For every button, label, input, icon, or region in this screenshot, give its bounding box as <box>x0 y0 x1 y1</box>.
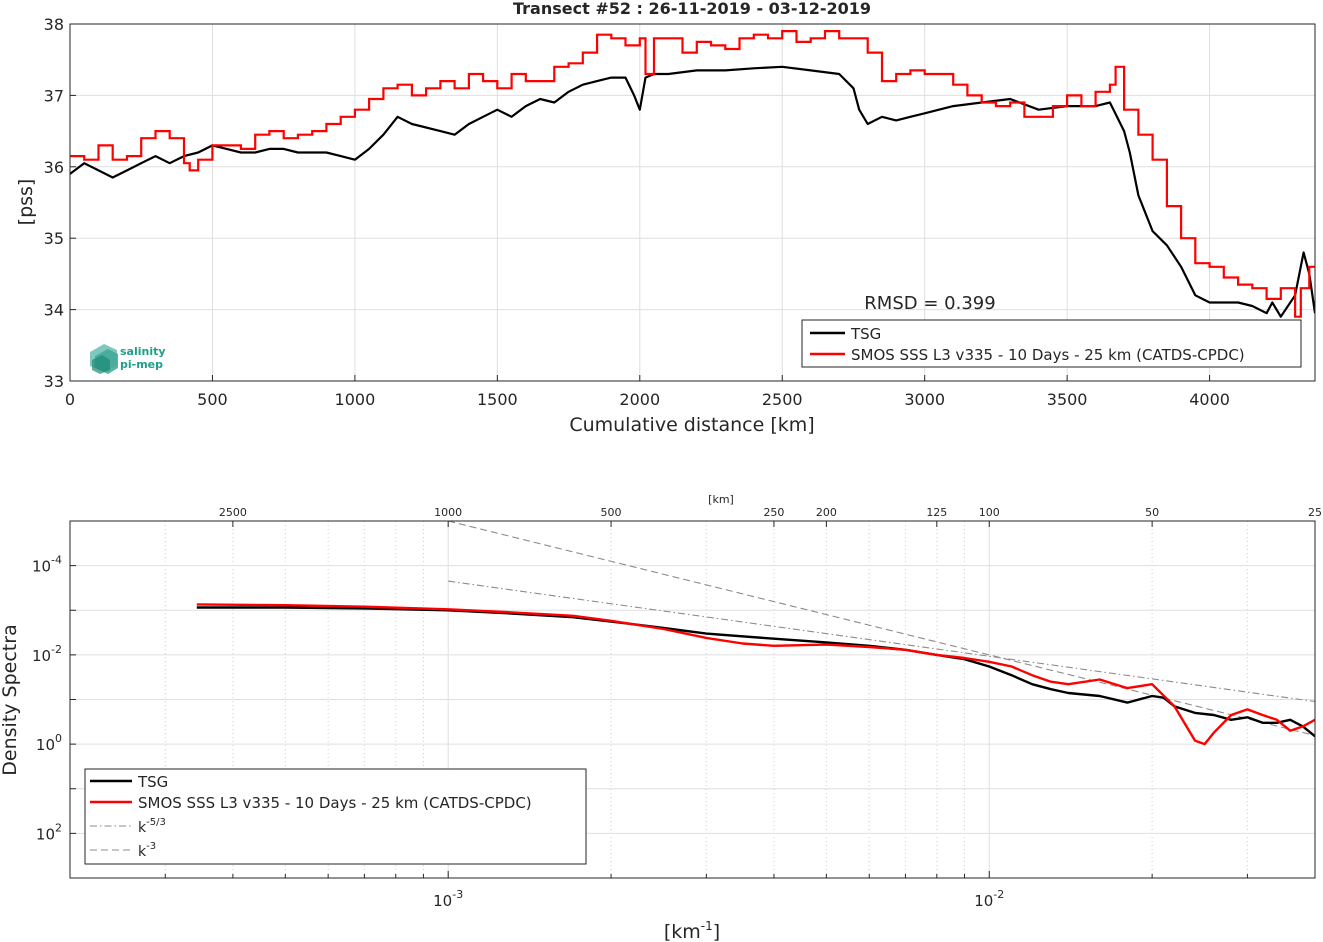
top-chart-title: Transect #52 : 26-11-2019 - 03-12-2019 <box>513 0 871 18</box>
bottom-ytick-label: 100 <box>36 732 62 754</box>
top-chart: Transect #52 : 26-11-2019 - 03-12-2019 0… <box>15 0 1316 436</box>
series-line-tsg-spectrum <box>196 606 1315 738</box>
bottom-chart: 102 100 10-2 10-4 10-3 10-2 2500 1000 500 250 200 1… <box>0 493 1322 942</box>
top-ytick-label: 33 <box>44 372 64 391</box>
bottom-ytick-label: 102 <box>36 821 62 843</box>
top-ytick-label: 34 <box>44 301 64 320</box>
top-xtick-label: 0 <box>65 390 75 409</box>
bottom-legend-label-smos: SMOS SSS L3 v335 - 10 Days - 25 km (CATD… <box>138 794 532 812</box>
top-series-group <box>70 30 1315 318</box>
top-km-tick-label: 100 <box>979 506 1000 519</box>
top-km-tick-label: 25 <box>1308 506 1322 519</box>
top-km-tick-label: 1000 <box>434 506 462 519</box>
top-xtick-label: 1000 <box>335 390 376 409</box>
logo-mark-icon <box>90 344 118 374</box>
series-line-k3 <box>448 521 1315 737</box>
top-xtick-label: 4000 <box>1189 390 1230 409</box>
top-xtick-label: 3500 <box>1047 390 1088 409</box>
top-axes-box <box>69 23 1316 382</box>
logo-text-pimep: pi-mep <box>120 358 163 371</box>
top-xtick-label: 3000 <box>904 390 945 409</box>
series-line-k53 <box>448 580 1315 703</box>
top-ytick-label: 35 <box>44 229 64 248</box>
bottom-series-group <box>196 521 1315 746</box>
top-xtick-label: 500 <box>197 390 228 409</box>
rmsd-annotation: RMSD = 0.399 <box>864 293 995 314</box>
bottom-legend-label-tsg: TSG <box>137 773 168 791</box>
bottom-xlabel: [km-1] <box>664 919 720 942</box>
bottom-legend: TSG SMOS SSS L3 v335 - 10 Days - 25 km (… <box>84 768 587 865</box>
top-xtick-label: 2500 <box>762 390 803 409</box>
top-ytick-label: 36 <box>44 158 64 177</box>
series-line-smos-spectrum <box>196 603 1315 746</box>
series-line-tsg <box>70 65 1315 318</box>
top-ticks: 0 500 1000 1500 2000 2500 3000 3500 4000 33 34 35 36… <box>44 15 1230 409</box>
top-km-tick-label: 200 <box>816 506 837 519</box>
bottom-legend-label-k3: k-3 <box>138 841 156 860</box>
top-km-tick-label: 50 <box>1145 506 1159 519</box>
top-ylabel: [pss] <box>15 179 37 226</box>
top-km-tick-label: 125 <box>926 506 947 519</box>
top-xlabel: Cumulative distance [km] <box>569 414 814 436</box>
top-ytick-label: 38 <box>44 15 64 34</box>
series-line-smos <box>70 30 1315 318</box>
bottom-ytick-label: 10-4 <box>32 554 62 576</box>
top-legend-box <box>801 319 1302 368</box>
top-legend-label-tsg: TSG <box>850 325 881 343</box>
top-legend-label-smos: SMOS SSS L3 v335 - 10 Days - 25 km (CATD… <box>851 346 1245 364</box>
top-km-tick-label: 500 <box>601 506 622 519</box>
bottom-xtick-label: 10-2 <box>974 888 1004 910</box>
top-km-tick-label: 2500 <box>219 506 247 519</box>
top-km-tick-label: 250 <box>763 506 784 519</box>
top-ytick-label: 37 <box>44 86 64 105</box>
top-xtick-label: 1500 <box>477 390 518 409</box>
top-legend: TSG SMOS SSS L3 v335 - 10 Days - 25 km (… <box>801 319 1302 368</box>
logo-text-salinity: salinity <box>120 345 166 358</box>
top-axis-label-km: [km] <box>708 493 734 506</box>
bottom-legend-box <box>84 768 587 865</box>
top-xtick-label: 2000 <box>619 390 660 409</box>
bottom-ticks: 102 100 10-2 10-4 10-3 10-2 2500 1000 500 250 200 1… <box>32 506 1322 910</box>
salinity-pi-mep-logo: salinity pi-mep <box>90 344 166 374</box>
bottom-ylabel: Density Spectra <box>0 624 21 775</box>
bottom-xtick-label: 10-3 <box>433 888 463 910</box>
bottom-legend-label-k53: k-5/3 <box>138 817 166 836</box>
bottom-ytick-label: 10-2 <box>32 643 62 665</box>
